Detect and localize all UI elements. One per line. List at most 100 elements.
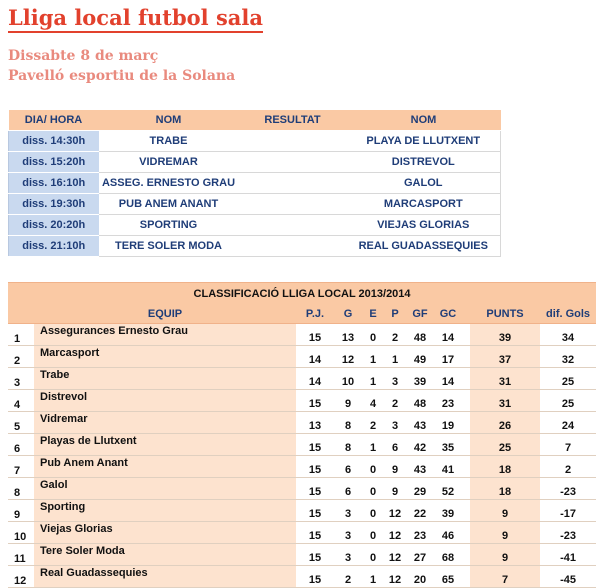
match-time: diss. 15:20h [8, 151, 99, 173]
standings-row: 9 Sporting 15 3 0 12 22 39 9 -17 [8, 499, 597, 522]
played: 15 [296, 389, 334, 412]
match-result [238, 130, 347, 152]
schedule-header-row: DIA/ HORA NOM RESULTAT NOM [8, 110, 501, 131]
drawn: 2 [362, 411, 384, 434]
points: 9 [470, 499, 540, 522]
team-name: Tere Soler Moda [34, 543, 296, 566]
goal-difference: -23 [540, 521, 597, 544]
match-result [238, 235, 347, 257]
drawn: 1 [362, 345, 384, 368]
points: 37 [470, 345, 540, 368]
header-away-name: NOM [346, 110, 501, 131]
goals-for: 42 [406, 433, 434, 456]
goals-against: 52 [434, 477, 462, 500]
goals-against: 39 [434, 499, 462, 522]
goals-against: 65 [434, 565, 462, 588]
schedule-row: diss. 21:10h TERE SOLER MODA REAL GUADASSE… [8, 235, 501, 257]
won: 6 [334, 477, 362, 500]
standings-table: CLASSIFICACIÓ LLIGA LOCAL 2013/2014 EQUI… [8, 282, 597, 588]
lost: 12 [384, 499, 406, 522]
event-venue: Pavelló esportiu de la Solana [8, 68, 236, 84]
played: 15 [296, 477, 334, 500]
lost: 12 [384, 565, 406, 588]
match-time: diss. 19:30h [8, 193, 99, 215]
goals-against: 41 [434, 455, 462, 478]
points: 39 [470, 323, 540, 346]
position: 10 [8, 521, 34, 544]
event-date: Dissabte 8 de març [8, 48, 159, 64]
won: 13 [334, 323, 362, 346]
standings-row: 8 Galol 15 6 0 9 29 52 18 -23 [8, 477, 597, 500]
points: 18 [470, 477, 540, 500]
team-name: Sporting [34, 499, 296, 522]
match-time: diss. 21:10h [8, 235, 99, 257]
match-result [238, 172, 347, 194]
header-goal-diff: dif. Gols [540, 305, 597, 324]
drawn: 4 [362, 389, 384, 412]
position: 4 [8, 389, 34, 412]
team-name: Playas de Llutxent [34, 433, 296, 456]
standings-row: 7 Pub Anem Anant 15 6 0 9 43 41 18 2 [8, 455, 597, 478]
goals-for: 43 [406, 455, 434, 478]
team-name: Galol [34, 477, 296, 500]
position: 2 [8, 345, 34, 368]
schedule-row: diss. 15:20h VIDREMAR DISTREVOL [8, 151, 501, 173]
played: 15 [296, 499, 334, 522]
match-schedule-table: DIA/ HORA NOM RESULTAT NOM diss. 14:30h T… [8, 110, 501, 257]
away-team: MARCASPORT [346, 193, 501, 215]
points: 9 [470, 543, 540, 566]
won: 6 [334, 455, 362, 478]
goals-against: 14 [434, 323, 462, 346]
lost: 9 [384, 477, 406, 500]
page-title: Lliga local futbol sala [8, 5, 263, 33]
drawn: 0 [362, 323, 384, 346]
won: 3 [334, 521, 362, 544]
goal-difference: -41 [540, 543, 597, 566]
standings-header-row: EQUIP P.J. G E P GF GC PUNTS dif. Gols [8, 305, 597, 324]
goals-for: 27 [406, 543, 434, 566]
played: 13 [296, 411, 334, 434]
won: 10 [334, 367, 362, 390]
header-lost: P [384, 305, 406, 324]
away-team: REAL GUADASSEQUIES [346, 235, 501, 257]
team-name: Viejas Glorias [34, 521, 296, 544]
team-name: Distrevol [34, 389, 296, 412]
goal-difference: 7 [540, 433, 597, 456]
team-name: Vidremar [34, 411, 296, 434]
goal-difference: 32 [540, 345, 597, 368]
won: 3 [334, 543, 362, 566]
played: 15 [296, 455, 334, 478]
won: 3 [334, 499, 362, 522]
standings-row: 6 Playas de Llutxent 15 8 1 6 42 35 25 7 [8, 433, 597, 456]
team-name: Marcasport [34, 345, 296, 368]
header-goals-for: GF [406, 305, 434, 324]
schedule-row: diss. 14:30h TRABE PLAYA DE LLUTXENT [8, 130, 501, 152]
goals-for: 22 [406, 499, 434, 522]
played: 15 [296, 323, 334, 346]
match-result [238, 214, 347, 236]
away-team: PLAYA DE LLUTXENT [346, 130, 501, 152]
played: 15 [296, 565, 334, 588]
won: 9 [334, 389, 362, 412]
position: 11 [8, 543, 34, 566]
goal-difference: 24 [540, 411, 597, 434]
drawn: 0 [362, 543, 384, 566]
drawn: 0 [362, 477, 384, 500]
header-points: PUNTS [470, 305, 540, 324]
drawn: 0 [362, 499, 384, 522]
won: 12 [334, 345, 362, 368]
header-result: RESULTAT [238, 110, 347, 131]
position: 6 [8, 433, 34, 456]
points: 26 [470, 411, 540, 434]
lost: 2 [384, 323, 406, 346]
home-team: TRABE [98, 130, 239, 152]
team-name: Pub Anem Anant [34, 455, 296, 478]
home-team: TERE SOLER MODA [98, 235, 239, 257]
points: 31 [470, 389, 540, 412]
home-team: SPORTING [98, 214, 239, 236]
home-team: PUB ANEM ANANT [98, 193, 239, 215]
goal-difference: 25 [540, 367, 597, 390]
standings-row: 5 Vidremar 13 8 2 3 43 19 26 24 [8, 411, 597, 434]
home-team: VIDREMAR [98, 151, 239, 173]
standings-row: 4 Distrevol 15 9 4 2 48 23 31 25 [8, 389, 597, 412]
